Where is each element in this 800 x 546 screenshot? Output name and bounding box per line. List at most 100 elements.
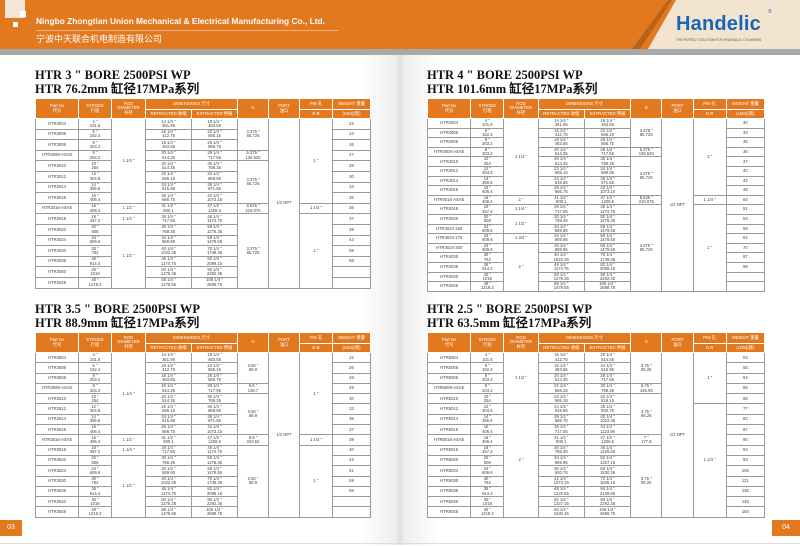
cell-line: 1 1/2 " [122, 205, 135, 211]
stroke: 16 " 406.4 [78, 424, 112, 436]
stroke: 20 " 508 [78, 454, 112, 467]
cell-line: 4 " [92, 118, 98, 124]
cell-line: 406.4 [482, 189, 493, 195]
cell-line: 2698.75 [206, 511, 223, 517]
cell-line: 55 [743, 364, 748, 370]
cell-line: HTR3018 [48, 215, 66, 221]
section-title-3in: HTR 3 " BORE 2500PSI WP HTR 76.2mm 缸径17MP… [35, 68, 199, 96]
cell-line: 24 " [483, 243, 491, 248]
col-header-db: D.B [692, 109, 727, 119]
cell-line: 24 [349, 131, 354, 137]
extracted: 90 1/4 " 2292.35 [583, 271, 632, 283]
cell-line: 1479.55 [599, 247, 616, 253]
cell-line: 1530.35 [599, 469, 616, 475]
weight: 33 [332, 181, 372, 194]
cell-line: 85.725 [639, 247, 653, 253]
cell-line: 768.35 [162, 228, 175, 234]
stroke: 36 " 914.4 [78, 255, 112, 268]
stroke: 16 " 406.4 [78, 192, 112, 204]
company-name-en: Ningbo Zhongtian Union Mechanical & Elec… [36, 16, 325, 26]
cell-line: 18 " [483, 204, 491, 210]
cell-line: 355.6 [482, 418, 493, 424]
extracted: 58 1/4 " 1479.55 [583, 242, 632, 254]
stroke: 4 " 101.6 [78, 118, 112, 130]
stroke: 12 " 304.8 [470, 165, 505, 177]
extracted: 22 1/4 " 565.15 [583, 127, 632, 139]
cell-line: 48 1/4 " [554, 486, 569, 492]
cell-line: 85.725 [639, 131, 653, 137]
cell-line: 14 " [483, 176, 491, 181]
stroke: 10 " 254 [78, 393, 112, 405]
table-row: HTR3504 4 " 101.6 1 1/4 " 14 1/4 " 361.95 18 1… [35, 351, 372, 518]
weight: 59 [332, 475, 372, 487]
col-header-dimensions: DIMENSIONS 尺寸 [144, 98, 239, 110]
cell-line: (LBS)(磅) [342, 344, 361, 350]
cell-line: 152.4 [482, 366, 493, 372]
cell-line: 412.75 [162, 366, 175, 372]
cell-line: 30 [743, 120, 748, 126]
col-header-stroke: STROKE 行程 [78, 98, 112, 119]
weight: 87 [725, 424, 766, 436]
cell-line: 88.9 [248, 413, 258, 419]
cell-line: 762 [91, 480, 99, 486]
cell-line: EXTRACTED 伸展 [589, 344, 626, 350]
g-value: 7 " 177.8 [630, 434, 663, 446]
cell-line: 47 1/2 " [207, 434, 222, 440]
cell-line: 90 1/4 " [207, 266, 222, 272]
table-row: HTR5012 12 " 304.8 2 " 24 1/4 " 615.95 36 1/4 … [426, 403, 766, 518]
cell-line: 514.35 [162, 154, 175, 160]
cell-line: 5.75 " [640, 383, 652, 389]
cell-line: 1073.15 [206, 428, 223, 434]
cell-line: HTR3508 [48, 375, 66, 381]
retracted: 28 1/4 " 717.55 [537, 204, 585, 215]
extracted: 42 1/4 " 1073.15 [190, 424, 239, 436]
cell-line: 609.6 [89, 239, 101, 245]
cell-line: 30 " [91, 476, 99, 481]
part-no: HTR3030 [35, 245, 79, 257]
g-value: 3.75 " 95.25 [630, 393, 663, 436]
cell-line: 16 " [91, 192, 99, 198]
part-no: HTR4024-150 [426, 223, 472, 235]
retracted: 14 1/4 " 361.95 [145, 118, 192, 130]
stroke: 14 " 355.6 [470, 413, 505, 426]
retracted: 18 1/4 " 463.55 [145, 372, 192, 384]
cell-line: 43 [349, 237, 354, 243]
cell-line: HTR3008 [48, 141, 66, 147]
col-header-db: D.B [299, 343, 334, 353]
retracted: 58 1/4 " 1479.55 [537, 281, 585, 292]
cell-line: 68 [743, 395, 748, 401]
cell-line: 70 [743, 244, 748, 250]
weight: 90 [725, 434, 766, 446]
cell-line: HTR5014 [440, 416, 459, 422]
cell-line: 666.75 [162, 428, 175, 434]
cell-line: 30 1/4 " [600, 383, 615, 389]
part-no: HTR3508 [35, 372, 79, 384]
col-header-lbs: (LBS)(磅) [332, 343, 372, 353]
weight: 64 [725, 194, 766, 206]
cell-line: 6 " [484, 362, 490, 368]
retracted: 16 1/4 " 412.75 [537, 351, 585, 364]
part-no: HTR4014 [426, 175, 472, 187]
part-no: HTR4040 [426, 271, 472, 283]
cell-line: 48 1/4 " [600, 445, 615, 451]
cell-line: 152.4 [482, 131, 493, 137]
cell-line: HTR4014 [440, 177, 459, 183]
cell-line: 1219.2 [88, 511, 102, 517]
col-header-dimensions: DIMENSIONS 尺寸 [537, 332, 632, 344]
table-row: HTR4018 18 " 457.2 1 1/4 " 28 1/4 " 717.55 46 … [426, 204, 766, 292]
table-row: HTR4040 40 " 1016 50 1/4 " 1276.35 90 1/4 " 22… [426, 271, 766, 283]
cell-line: 64 [743, 196, 748, 202]
cell-line: 514.35 [162, 397, 175, 403]
g-value: 3.375 " 85.725 [237, 160, 270, 204]
cell-line: 44 1/4 " [600, 424, 615, 430]
cell-line: 10 " [483, 393, 491, 399]
cell-line: 22 1/4 " [207, 362, 222, 368]
cell-line: 70 1/4 " [207, 476, 222, 481]
cell-line: 30 " [483, 252, 491, 258]
cell-line: HTR3508-ASAE [41, 385, 73, 391]
cell-line: 8 " [484, 383, 490, 389]
weight: 28 [332, 372, 372, 384]
title-line: HTR 63.5mm 缸径17MPa系列 [427, 316, 592, 330]
cell-line: 22 [349, 354, 354, 360]
cell-line: 463.55 [162, 377, 175, 383]
